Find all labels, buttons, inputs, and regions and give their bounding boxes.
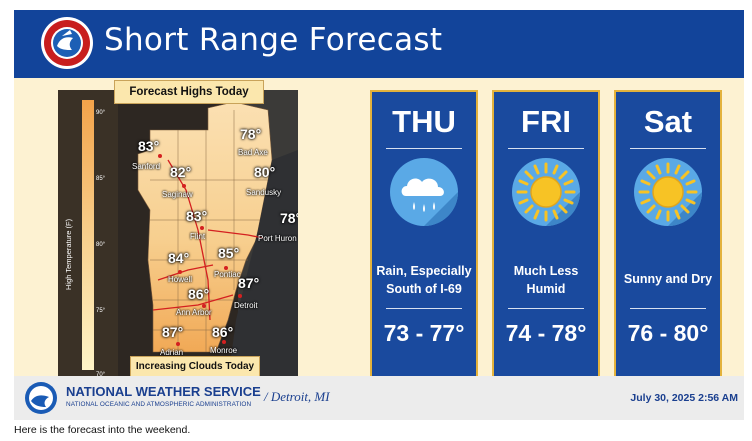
city-label: Bad Axe [238, 148, 268, 157]
card-description: Rain, Especially South of I-69 [374, 262, 474, 298]
divider [508, 308, 584, 309]
city-label: Flint [190, 232, 206, 241]
temp-label: 78° [240, 126, 262, 142]
colorbar-tick: 75° [96, 308, 106, 314]
agency-name: NATIONAL WEATHER SERVICE [66, 384, 261, 399]
city-label: Monroe [210, 346, 238, 355]
city-dot [200, 226, 204, 230]
temp-label: 86° [212, 324, 234, 340]
forecast-card-thu: THU Rain, Especially South of I-69 73 - … [370, 90, 478, 384]
city-dot [238, 294, 242, 298]
temp-label: 87° [162, 324, 184, 340]
card-temp-range: 76 - 80° [627, 320, 709, 346]
divider [386, 308, 462, 309]
forecast-card-sat: Sat Sunny and Dry 76 - 80° [614, 90, 722, 384]
temp-label: 82° [170, 164, 192, 180]
page-title: Short Range Forecast [104, 22, 443, 58]
desc-line: Rain, Especially [376, 264, 472, 278]
desc-line: Humid [526, 282, 566, 296]
colorbar-axis-label: High Temperature (F) [64, 218, 73, 290]
office-location: / Detroit, MI [264, 389, 330, 404]
temp-label: 85° [218, 245, 240, 261]
nws-logo-icon [41, 17, 93, 69]
divider [630, 308, 706, 309]
header-banner: Short Range Forecast [14, 10, 744, 78]
map-graphic [58, 90, 298, 380]
city-label: Pontiac [214, 270, 241, 279]
divider [386, 148, 462, 149]
temp-label: 87° [238, 275, 260, 291]
map-title: Forecast Highs Today [114, 80, 264, 104]
rain-cloud-icon [390, 158, 458, 226]
temp-label: 84° [168, 250, 190, 266]
colorbar-tick: 70° [96, 372, 106, 378]
city-label: Adrian [160, 348, 184, 357]
desc-line: Much Less [513, 264, 579, 278]
issue-date: July 30, 2025 2:56 AM [630, 392, 738, 404]
card-day: FRI [521, 104, 571, 139]
city-label: Port Huron [258, 234, 297, 243]
temp-label: 86° [188, 286, 210, 302]
temp-label: 78° [280, 210, 298, 226]
temp-label: 83° [138, 138, 160, 154]
divider [508, 148, 584, 149]
post-caption: Here is the forecast into the weekend. [14, 424, 191, 436]
city-label: Ann Arbor [176, 308, 212, 317]
city-dot [176, 342, 180, 346]
divider [630, 148, 706, 149]
card-day: Sat [643, 104, 693, 139]
colorbar-tick: 85° [96, 176, 106, 182]
card-description: Much Less Humid [496, 262, 596, 298]
sun-icon [634, 158, 702, 226]
city-label: Sandusky [246, 188, 282, 197]
city-dot [158, 154, 162, 158]
city-dot [178, 270, 182, 274]
temp-label: 83° [186, 208, 208, 224]
city-dot [224, 266, 228, 270]
colorbar-tick: 90° [96, 110, 106, 116]
footer-bar: NATIONAL WEATHER SERVICE NATIONAL OCEANI… [14, 376, 744, 420]
forecast-graphic: Short Range Forecast [14, 10, 744, 420]
colorbar-tick: 80° [96, 242, 106, 248]
desc-line: Sunny and Dry [623, 272, 713, 286]
card-temp-range: 73 - 77° [383, 320, 465, 346]
city-label: Howell [168, 275, 193, 284]
city-dot [222, 340, 226, 344]
card-temp-range: 74 - 78° [505, 320, 587, 346]
desc-line: South of I-69 [386, 282, 462, 296]
map-footer-note: Increasing Clouds Today [130, 356, 260, 378]
city-dot [202, 304, 206, 308]
temp-label: 80° [254, 164, 276, 180]
city-label: Sanford [132, 162, 161, 171]
forecast-card-fri: FRI Much Less Humid 74 - 78° [492, 90, 600, 384]
card-day: THU [392, 104, 456, 139]
parent-agency: NATIONAL OCEANIC AND ATMOSPHERIC ADMINIS… [66, 401, 252, 408]
noaa-logo-icon [25, 382, 57, 414]
forecast-map: 90° 85° 80° 75° 70° High Temperature (F)… [58, 90, 298, 380]
city-label: Saginaw [162, 190, 193, 199]
city-label: Detroit [234, 301, 258, 310]
card-description: Sunny and Dry [618, 270, 718, 288]
city-dot [182, 184, 186, 188]
sun-icon [512, 158, 580, 226]
